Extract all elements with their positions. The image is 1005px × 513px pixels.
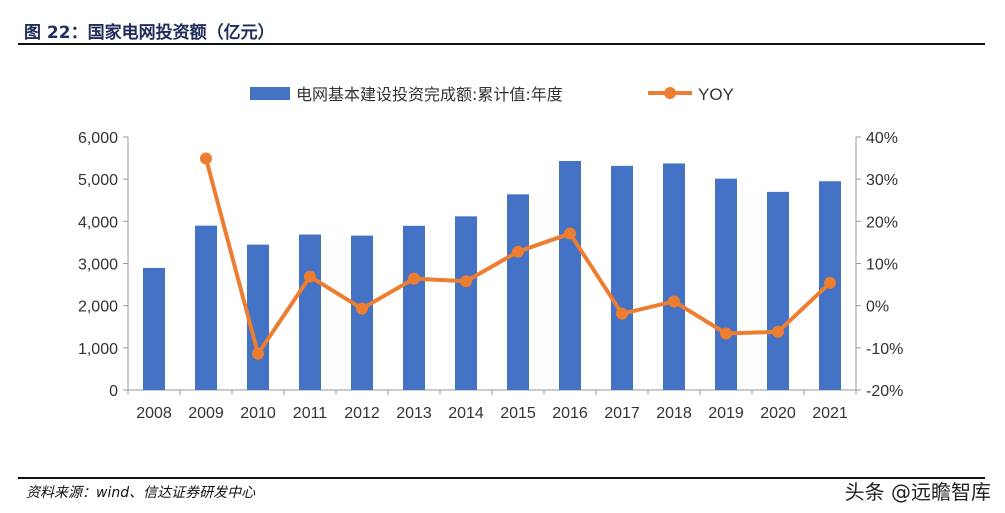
right-tick-label: 10%	[866, 257, 898, 274]
right-tick-label: 30%	[866, 172, 898, 189]
yoy-point-2011	[304, 270, 316, 283]
bar-2008	[143, 267, 165, 390]
right-tick-label: 0%	[866, 299, 889, 316]
legend-bar-swatch	[250, 87, 290, 100]
bar-2013	[403, 225, 425, 390]
bar-2015	[507, 194, 529, 390]
right-tick-label: 40%	[866, 130, 898, 147]
yoy-point-2016	[564, 227, 576, 240]
x-tick-label: 2015	[500, 405, 536, 422]
yoy-point-2014	[460, 275, 472, 288]
chart: 0 1,000 2,000 3,000 4,000 5,000 6,000 -20% -10% 0…	[78, 85, 903, 422]
bar-2019	[715, 178, 737, 390]
x-tick-label: 2008	[136, 405, 172, 422]
yoy-point-2018	[668, 295, 680, 308]
bar-2020	[767, 191, 789, 390]
yoy-point-2013	[408, 272, 420, 285]
bar-2014	[455, 216, 477, 390]
yoy-point-2019	[720, 327, 732, 340]
left-tick-label: 3,000	[78, 257, 118, 274]
left-tick-label: 1,000	[78, 341, 118, 358]
yoy-point-2009	[200, 152, 212, 165]
yoy-point-2015	[512, 245, 524, 258]
yoy-point-2017	[616, 307, 628, 320]
left-tick-label: 6,000	[78, 130, 118, 147]
x-tick-label: 2018	[656, 405, 692, 422]
x-tick-label: 2009	[188, 405, 224, 422]
x-tick-label: 2010	[240, 405, 276, 422]
left-tick-label: 0	[109, 383, 118, 400]
right-tick-label: 20%	[866, 214, 898, 231]
bar-2009	[195, 225, 217, 390]
x-tick-label: 2012	[344, 405, 380, 422]
x-tick-label: 2017	[604, 405, 640, 422]
yoy-point-2010	[252, 347, 264, 360]
x-tick-label: 2013	[396, 405, 432, 422]
right-tick-label: -10%	[866, 341, 903, 358]
bar-2017	[611, 165, 633, 390]
x-tick-label: 2019	[708, 405, 744, 422]
bar-2018	[663, 163, 685, 390]
x-tick-label: 2014	[448, 405, 484, 422]
title-rule	[18, 43, 985, 45]
legend-line-label: YOY	[698, 85, 734, 104]
source-note: 资料来源：wind、信达证券研发中心	[26, 485, 256, 501]
x-tick-label: 2011	[293, 405, 328, 422]
x-tick-label: 2016	[552, 405, 588, 422]
yoy-point-2021	[824, 276, 836, 289]
right-tick-label: -20%	[866, 383, 903, 400]
legend-bar-label: 电网基本建设投资完成额:累计值:年度	[296, 85, 563, 104]
footer-rule	[18, 477, 985, 479]
left-tick-label: 2,000	[78, 299, 118, 316]
left-tick-label: 5,000	[78, 172, 118, 189]
bar-2011	[299, 234, 321, 390]
legend-line-marker	[664, 87, 676, 99]
x-tick-label: 2020	[760, 405, 796, 422]
figure-title: 图 22：国家电网投资额（亿元）	[24, 23, 275, 43]
yoy-point-2020	[772, 325, 784, 338]
bar-2016	[559, 160, 581, 390]
x-tick-label: 2021	[812, 405, 848, 422]
watermark: 头条 @远瞻智库	[844, 480, 991, 504]
left-tick-label: 4,000	[78, 214, 118, 231]
yoy-point-2012	[356, 302, 368, 315]
